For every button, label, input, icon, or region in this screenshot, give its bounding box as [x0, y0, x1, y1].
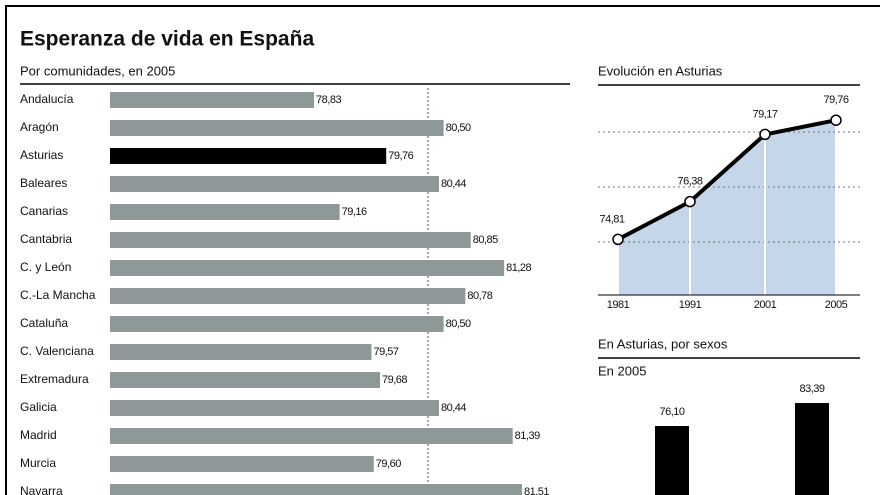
value-label: 74,81: [599, 213, 624, 225]
category-label: Cantabria: [20, 232, 72, 246]
category-label: Canarias: [20, 204, 68, 218]
area: [618, 120, 836, 295]
category-label: Madrid: [20, 428, 57, 442]
chart-title: Evolución en Asturias: [598, 63, 723, 78]
category-label: Asturias: [20, 148, 63, 162]
x-tick-label: 2005: [825, 299, 848, 311]
bar: [110, 456, 374, 472]
value-label: 79,76: [823, 94, 848, 106]
chart-subtitle: En 2005: [598, 363, 646, 378]
value-label: 80,44: [441, 402, 466, 414]
x-tick-label: 1981: [607, 299, 630, 311]
category-label: Baleares: [20, 176, 67, 190]
category-label: C. y León: [20, 260, 71, 274]
value-label: 79,76: [388, 150, 413, 162]
value-label: 76,38: [677, 175, 702, 187]
bar: [110, 400, 439, 416]
value-label: 76,10: [659, 406, 684, 418]
category-label: Aragón: [20, 120, 59, 134]
value-label: 79,16: [342, 206, 367, 218]
value-label: 81,39: [515, 430, 540, 442]
point: [684, 195, 696, 208]
bar: [110, 148, 387, 164]
value-label: 80,78: [467, 290, 492, 302]
chart-title: En Asturias, por sexos: [598, 336, 728, 351]
value-label: 79,17: [752, 108, 777, 120]
bar: [110, 484, 522, 495]
x-tick-label: 1991: [679, 299, 702, 311]
bar: [110, 288, 466, 304]
value-label: 79,60: [376, 458, 401, 470]
point: [830, 114, 842, 126]
category-label: Andalucía: [20, 92, 74, 106]
category-label: C. Valenciana: [20, 344, 94, 358]
point: [759, 128, 771, 141]
frame: [5, 5, 880, 495]
value-label: 79,57: [373, 346, 398, 358]
value-label: 80,50: [446, 122, 471, 134]
value-label: 83,39: [799, 383, 824, 395]
value-label: 81,28: [506, 262, 531, 274]
line: [617, 118, 837, 242]
category-label: Cataluña: [20, 316, 68, 330]
bar: [795, 403, 829, 495]
bar: [110, 176, 439, 192]
bar: [110, 344, 372, 360]
point: [612, 233, 624, 246]
category-label: C.-La Mancha: [20, 288, 96, 302]
bar: [110, 92, 315, 108]
bar: [110, 204, 340, 220]
bar: [110, 372, 380, 388]
chart-title: Esperanza de vida en España: [20, 28, 314, 51]
bar: [655, 426, 689, 495]
value-label: 79,68: [382, 374, 407, 386]
category-label: Navarra: [20, 484, 63, 495]
category-label: Galicia: [20, 400, 57, 414]
bar: [110, 232, 471, 248]
bar: [110, 316, 444, 332]
value-label: 80,85: [473, 234, 498, 246]
bar: [110, 260, 505, 276]
bar: [110, 120, 444, 136]
value-label: 81,51: [524, 486, 549, 495]
chart-subtitle: Por comunidades, en 2005: [20, 63, 175, 78]
x-tick-label: 2001: [754, 299, 777, 311]
value-label: 80,44: [441, 178, 466, 190]
value-label: 80,50: [446, 318, 471, 330]
value-label: 78,83: [316, 94, 341, 106]
category-label: Murcia: [20, 456, 56, 470]
category-label: Extremadura: [20, 372, 89, 386]
bar: [110, 428, 513, 444]
